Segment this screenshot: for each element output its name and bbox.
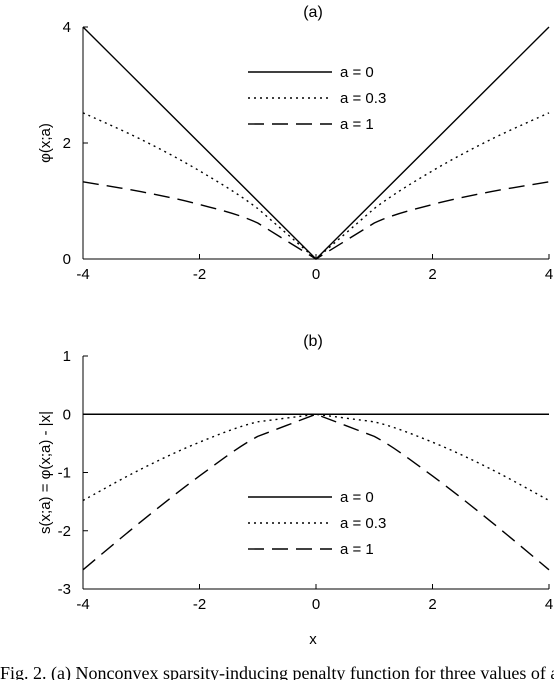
panel-b-legend-label-3: a = 1	[340, 541, 374, 558]
panel-b-y-tick-label: -3	[58, 581, 71, 598]
panel-b-y-tick-label: -1	[58, 465, 71, 482]
panel-b-x-tick-label: 4	[545, 596, 553, 613]
panel-b-y-axis-label: s(x;a) = φ(x;a) - |x|	[37, 411, 54, 534]
panel-a-series-line-2	[82, 112, 550, 260]
panel-b-x-tick-label: 0	[312, 596, 320, 613]
panel-a-series-line-1	[82, 26, 550, 260]
panel-b-title: (b)	[303, 333, 323, 350]
panel-a: (a) -4 -2 0 2 4 0 2 4 φ(x;a) a = 0 a = 0.3 a = 1	[37, 4, 553, 283]
panel-a-x-tick-label: -4	[76, 266, 89, 283]
panel-b-x-axis-label: x	[309, 631, 317, 648]
figure-caption: Fig. 2. (a) Nonconvex sparsity-inducing …	[0, 663, 554, 680]
panel-b-legend-label-1: a = 0	[340, 489, 374, 506]
figure: (a) -4 -2 0 2 4 0 2 4 φ(x;a) a = 0 a = 0.3 a = 1 (b)…	[37, 4, 553, 648]
panel-a-x-tick-label: 2	[428, 266, 436, 283]
panel-a-x-tick-label: 0	[312, 266, 320, 283]
panel-a-y-tick-label: 0	[63, 251, 71, 268]
panel-b-series-line-2	[82, 413, 550, 502]
panel-a-series-line-3	[82, 181, 550, 260]
panel-a-y-tick-label: 2	[63, 135, 71, 152]
panel-a-y-tick-label: 4	[63, 19, 71, 36]
panel-b: (b) -4 -2 0 2 4 -3 -2 -1 0 1 s(x;a) = φ(x;a) - |x| x…	[37, 333, 553, 648]
panel-b-legend-label-2: a = 0.3	[340, 515, 386, 532]
panel-a-y-axis-label: φ(x;a)	[37, 123, 54, 163]
panel-b-x-tick-label: 2	[428, 596, 436, 613]
panel-a-x-tick-label: -2	[193, 266, 206, 283]
panel-a-legend-label-3: a = 1	[340, 116, 374, 133]
panel-a-legend-label-2: a = 0.3	[340, 90, 386, 107]
panel-a-legend-label-1: a = 0	[340, 64, 374, 81]
panel-b-y-tick-label: 0	[63, 406, 71, 423]
panel-b-series-line-3	[82, 413, 550, 571]
panel-a-title: (a)	[303, 4, 323, 21]
panel-b-x-tick-label: -4	[76, 596, 89, 613]
panel-b-y-tick-label: 1	[63, 348, 71, 365]
panel-a-x-tick-label: 4	[545, 266, 553, 283]
panel-b-y-tick-label: -2	[58, 523, 71, 540]
panel-b-x-tick-label: -2	[193, 596, 206, 613]
